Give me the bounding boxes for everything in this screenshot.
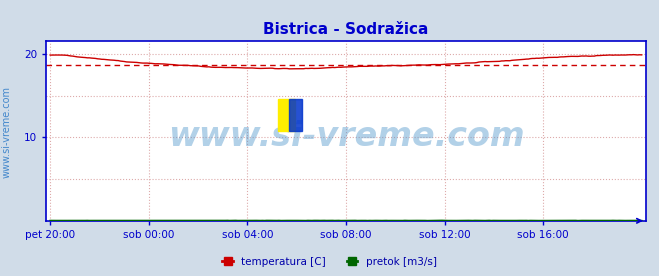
FancyBboxPatch shape: [289, 99, 302, 131]
FancyBboxPatch shape: [278, 99, 295, 131]
Text: www.si-vreme.com: www.si-vreme.com: [1, 86, 12, 179]
Text: www.si-vreme.com: www.si-vreme.com: [167, 120, 525, 153]
Title: Bistrica - Sodražica: Bistrica - Sodražica: [264, 22, 428, 38]
Legend: temperatura [C], pretok [m3/s]: temperatura [C], pretok [m3/s]: [218, 253, 441, 271]
